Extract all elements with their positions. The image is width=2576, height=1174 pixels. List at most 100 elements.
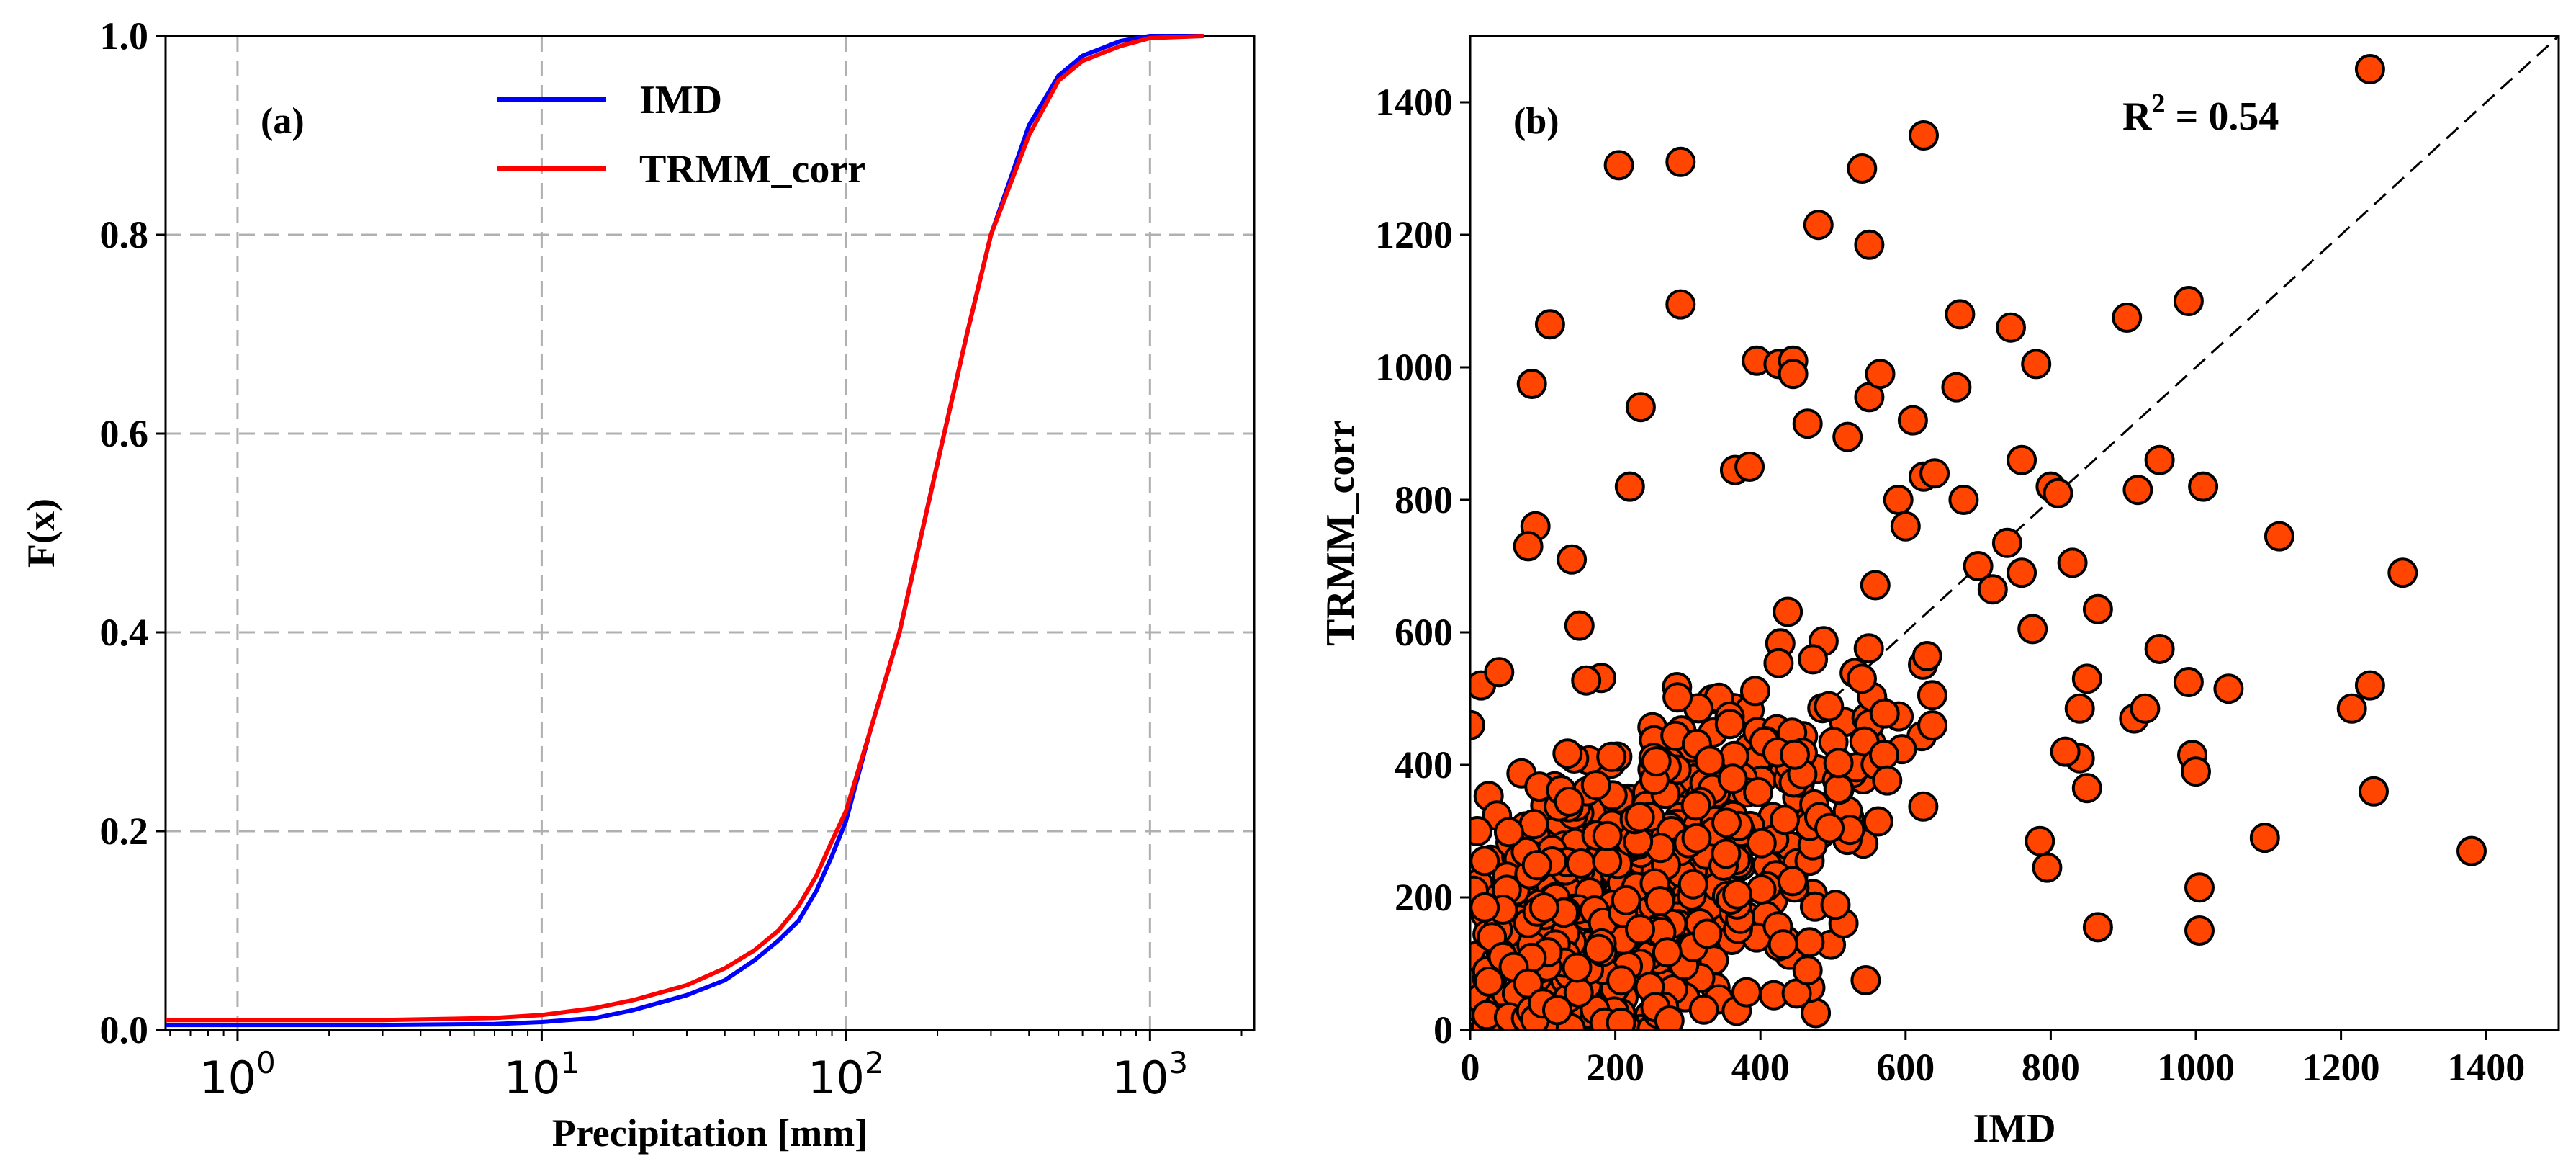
r-squared-annotation: R2 = 0.54 [2122,89,2279,139]
scatter-point [1654,1005,1685,1030]
scatter-point [1711,807,1742,838]
legend-label-trmm: TRMM_corr [639,147,865,192]
scatter-point [2359,776,2389,807]
scatter-point [2336,693,2367,724]
scatter-point [1860,570,1891,601]
scatter-point [2071,663,2102,694]
scatter-point [2032,852,2063,883]
scatter-point [1722,879,1753,910]
scatter-point [1814,691,1845,722]
scatter-point [1780,739,1810,770]
y-tick-label: 400 [1395,743,1453,787]
scatter-point [1743,776,1774,807]
scatter-point [1823,774,1854,805]
scatter-points [1470,54,2487,1030]
scatter-point [1493,817,1524,848]
scatter-point [1662,682,1693,713]
x-axis-label: IMD [1973,1106,2055,1151]
y-tick-label: 800 [1395,478,1453,521]
scatter-point [2057,547,2088,578]
scatter-point [1883,485,1914,515]
scatter-point [1624,802,1655,833]
scatter-point [1917,680,1947,711]
scatter-point [1592,820,1623,851]
scatter-point [2213,673,2244,704]
scatter-point [2082,912,2113,943]
y-tick-label: 0.0 [100,1008,149,1052]
scatter-point [1792,955,1823,986]
scatter-point [2264,521,2294,552]
scatter-point [1823,748,1854,779]
scatter-point [1865,359,1896,390]
scatter-point [2184,872,2215,903]
axis-ticks [1460,101,2487,1040]
scatter-point [1557,544,1588,575]
scatter-point [1794,927,1825,958]
scatter-point [1677,869,1708,900]
scatter-point [1832,421,1863,452]
scatter-point [1516,369,1547,399]
y-tick-labels: 0 200 400 600 800 1000 1200 1400 [1375,81,1453,1052]
scatter-point [2007,444,2037,475]
scatter-point [1521,850,1552,881]
legend: IMD TRMM_corr [497,78,865,192]
scatter-point [1565,848,1596,879]
scatter-point [2144,444,2175,475]
scatter-point [2173,667,2204,697]
scatter-point [1580,770,1611,801]
x-tick-label: 1000 [2157,1046,2235,1089]
scatter-point [1592,846,1623,877]
scatter-point [1528,892,1559,923]
scatter-point [2064,693,2095,724]
scatter-point [1911,641,1942,671]
y-tick-label: 0.2 [100,810,149,853]
scatter-point [1692,918,1723,949]
y-tick-label: 600 [1395,611,1453,654]
scatter-point [2017,614,2048,645]
scatter-point [1853,633,1884,664]
panel-label: (b) [1513,101,1559,142]
scatter-point [1688,994,1719,1025]
scatter-point [1552,738,1583,769]
scatter-point [1767,929,1798,960]
scatter-point [2188,471,2219,502]
scatter-point [1917,710,1948,741]
y-tick-label: 0 [1433,1008,1453,1052]
scatter-point [1681,823,1712,853]
scatter-point [2173,286,2204,316]
scatter-point [1665,289,1696,320]
scatter-point [1869,698,1900,729]
scatter-point [2025,825,2055,856]
scatter-point [1641,746,1672,777]
scatter-point [1872,765,1903,796]
scatter-point [1770,805,1800,835]
y-tick-label: 0.4 [100,611,149,654]
scatter-point [1991,527,2022,558]
scatter-point [1869,740,1899,771]
scatter-point [1652,937,1683,968]
scatter-point [1746,874,1777,905]
y-tick-label: 1200 [1375,213,1453,256]
scatter-point [1470,892,1500,923]
scatter-point [2043,478,2073,508]
scatter-point [1941,372,1972,403]
scatter-point [1773,596,1803,627]
plot-frame [164,35,1256,1031]
scatter-point [1484,657,1515,688]
scatter-point [2249,823,2280,853]
cdf-chart-panel: 0.0 0.2 0.4 0.6 0.8 1.0 100 101 102 103 Precipit… [19,14,1256,1155]
scatter-point [1717,763,1748,794]
scatter-point [1542,995,1572,1026]
scatter-point [1734,452,1765,482]
y-tick-label: 200 [1395,876,1453,919]
scatter-point [1518,809,1549,840]
x-tick-label: 1400 [2447,1046,2525,1089]
x-tick-label: 0 [1461,1046,1480,1089]
x-tick-label: 400 [1731,1046,1790,1089]
scatter-point [1996,312,2026,343]
y-tick-label: 1.0 [100,14,149,58]
scatter-point [1909,120,1939,151]
scatter-point [2021,349,2052,380]
x-tick-label: 200 [1586,1046,1644,1089]
plot-frame [1469,35,2560,1031]
